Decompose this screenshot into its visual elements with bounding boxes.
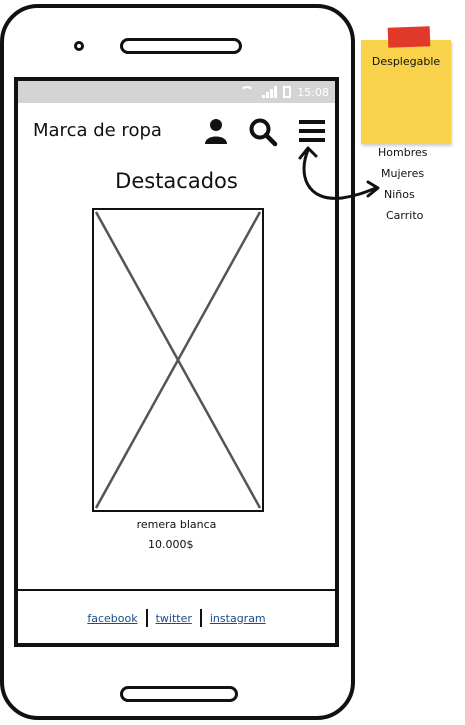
menu-item-ninos[interactable]: Niños: [384, 188, 415, 201]
footer-separator: [199, 609, 202, 627]
facebook-link[interactable]: facebook: [87, 611, 138, 625]
menu-item-hombres[interactable]: Hombres: [378, 146, 428, 159]
product-name[interactable]: remera blanca: [136, 518, 217, 531]
phone-screen: 15:08 Marca de ropa Destacados: [14, 77, 339, 647]
brand-name[interactable]: Marca de ropa: [33, 120, 162, 141]
status-bar: 15:08: [18, 81, 335, 103]
search-icon[interactable]: [248, 117, 278, 147]
instagram-link[interactable]: instagram: [209, 611, 266, 625]
signal-icon: [262, 86, 278, 98]
twitter-link[interactable]: twitter: [155, 611, 192, 625]
section-title: Destacados: [115, 169, 238, 193]
status-time: 15:08: [297, 85, 329, 99]
footer-divider: [18, 589, 335, 591]
footer-separator: [145, 609, 148, 627]
battery-icon: [283, 86, 292, 98]
sticky-note: Desplegable: [361, 26, 451, 144]
product-price: 10.000$: [148, 538, 194, 551]
wifi-icon: [240, 86, 256, 98]
social-footer: facebook twitter instagram: [18, 609, 335, 627]
menu-item-carrito[interactable]: Carrito: [386, 209, 424, 222]
camera-icon: [74, 41, 84, 51]
product-image-placeholder[interactable]: [92, 208, 264, 512]
menu-item-mujeres[interactable]: Mujeres: [381, 167, 425, 180]
sticky-note-label: Desplegable: [371, 55, 441, 68]
dropdown-menu-list: Hombres Mujeres Niños Carrito: [378, 144, 458, 228]
annotation-arrow: [298, 146, 380, 200]
sticky-tape: [387, 26, 431, 48]
speaker-grille: [120, 38, 242, 54]
home-button[interactable]: [120, 686, 238, 702]
menu-icon[interactable]: [298, 117, 326, 145]
user-icon[interactable]: [202, 117, 230, 145]
app-header: Marca de ropa: [18, 103, 335, 161]
